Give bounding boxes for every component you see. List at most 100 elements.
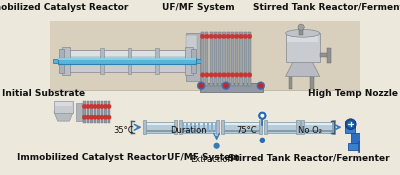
Text: High Temp Nozzle: High Temp Nozzle [308, 89, 398, 98]
Bar [186, 35, 197, 50]
Circle shape [83, 116, 86, 119]
Bar [348, 143, 359, 150]
Circle shape [222, 73, 226, 77]
Circle shape [209, 34, 214, 39]
Bar [211, 123, 213, 132]
Polygon shape [54, 112, 73, 121]
Circle shape [213, 73, 218, 77]
Bar [198, 123, 200, 132]
Bar [62, 47, 70, 75]
Bar [69, 51, 186, 56]
Circle shape [107, 105, 111, 108]
Bar [90, 101, 93, 123]
Circle shape [97, 116, 100, 119]
Bar [216, 120, 219, 134]
Text: Stirred Tank Reactor/Fermenter: Stirred Tank Reactor/Fermenter [253, 3, 400, 12]
Circle shape [230, 34, 235, 39]
Bar [191, 50, 196, 73]
Bar [227, 32, 230, 86]
Circle shape [257, 82, 265, 90]
Bar [286, 33, 320, 62]
Bar [201, 32, 204, 86]
Circle shape [200, 73, 205, 77]
Bar [289, 76, 292, 89]
Bar [303, 122, 334, 133]
Circle shape [86, 105, 90, 108]
Bar [299, 27, 304, 35]
Bar [222, 122, 261, 133]
Bar [186, 123, 188, 132]
Circle shape [104, 105, 107, 108]
Bar [259, 120, 262, 134]
Bar [87, 101, 89, 123]
Bar [223, 130, 260, 132]
Bar [108, 101, 110, 123]
Text: Immobilized Catalyst Reactor: Immobilized Catalyst Reactor [17, 153, 166, 162]
Text: Immobilized Catalyst Reactor: Immobilized Catalyst Reactor [0, 3, 129, 12]
Circle shape [243, 34, 248, 39]
Circle shape [97, 105, 100, 108]
Bar [320, 53, 329, 57]
Text: Duration: Duration [170, 126, 207, 135]
Bar [144, 122, 176, 133]
Circle shape [205, 73, 209, 77]
Bar [358, 141, 360, 152]
Bar [101, 101, 103, 123]
Circle shape [214, 143, 220, 149]
Bar [264, 120, 267, 134]
Bar [266, 123, 297, 125]
Bar [304, 123, 333, 125]
Bar [205, 32, 208, 86]
Circle shape [222, 82, 230, 90]
Circle shape [100, 105, 104, 108]
Text: Initial Substrate: Initial Substrate [2, 89, 85, 98]
Bar [200, 83, 263, 92]
Bar [244, 32, 247, 86]
Bar [222, 32, 226, 86]
Bar [179, 120, 182, 134]
Bar [304, 130, 333, 132]
Bar [143, 120, 146, 134]
Circle shape [199, 83, 204, 88]
Circle shape [234, 73, 239, 77]
Circle shape [258, 111, 267, 120]
Bar [287, 34, 318, 42]
Circle shape [226, 34, 230, 39]
Bar [145, 130, 175, 132]
Circle shape [298, 24, 304, 30]
Bar [193, 59, 202, 63]
Bar [190, 123, 192, 132]
Text: Extraction: Extraction [190, 155, 234, 164]
Bar [54, 101, 73, 113]
Circle shape [258, 83, 263, 88]
Circle shape [200, 34, 205, 39]
Bar [345, 122, 354, 125]
Bar [301, 120, 304, 134]
Polygon shape [286, 61, 320, 76]
Circle shape [218, 34, 222, 39]
Bar [194, 123, 196, 132]
Circle shape [247, 34, 252, 39]
Circle shape [104, 116, 107, 119]
Circle shape [93, 105, 97, 108]
Bar [186, 53, 197, 69]
Bar [58, 58, 196, 64]
Text: UF/MF System: UF/MF System [167, 153, 240, 162]
Circle shape [205, 34, 209, 39]
Bar [344, 121, 355, 133]
Bar [215, 123, 217, 132]
Circle shape [213, 34, 218, 39]
Bar [182, 123, 184, 132]
Circle shape [239, 73, 243, 77]
Bar [181, 130, 217, 132]
Circle shape [100, 116, 104, 119]
Circle shape [209, 73, 214, 77]
Bar [55, 102, 72, 106]
Circle shape [107, 116, 111, 119]
Bar [332, 120, 335, 134]
Bar [218, 32, 221, 86]
Bar [180, 122, 218, 133]
Circle shape [93, 116, 97, 119]
Bar [53, 59, 62, 63]
Bar [94, 101, 96, 123]
